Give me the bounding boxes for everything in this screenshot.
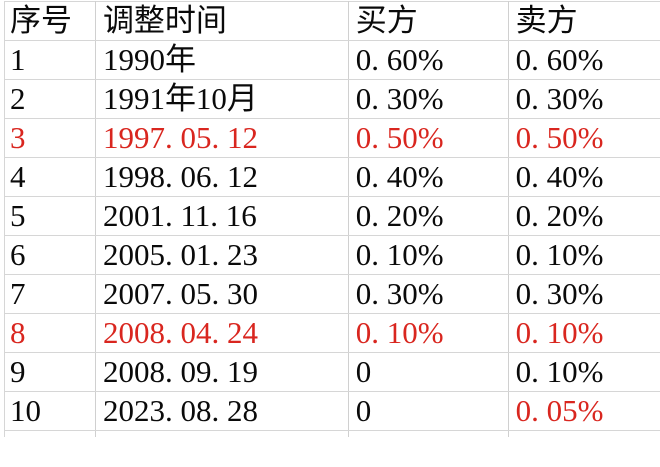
- header-row: 序号 调整时间 买方 卖方: [4, 1, 660, 41]
- cell-index: 9: [4, 352, 96, 392]
- table-header: 序号 调整时间 买方 卖方: [4, 1, 660, 41]
- cell-buyer: 0. 10%: [347, 313, 509, 353]
- table-row: 10 2023. 08. 28 0 0. 05%: [4, 391, 660, 431]
- rate-adjustment-table: 序号 调整时间 买方 卖方 1 1990年 0. 60% 0. 60% 2 1991年10…: [4, 1, 660, 437]
- cell-buyer: 0. 20%: [347, 196, 509, 236]
- cell-seller: 0. 20%: [507, 196, 660, 236]
- stub-cell: [94, 430, 349, 437]
- stub-cell: [347, 430, 509, 437]
- cell-index: 6: [4, 235, 96, 275]
- table-row: 4 1998. 06. 12 0. 40% 0. 40%: [4, 157, 660, 197]
- cell-adjust-time: 2005. 01. 23: [94, 235, 349, 275]
- cell-seller: 0. 30%: [507, 274, 660, 314]
- header-cell-seller: 卖方: [507, 1, 660, 41]
- header-cell-adjust-time: 调整时间: [94, 1, 349, 41]
- cell-adjust-time: 1990年: [94, 40, 349, 80]
- table-body: 1 1990年 0. 60% 0. 60% 2 1991年10月 0. 30% 0. 30% 3…: [4, 40, 660, 431]
- table-row: 9 2008. 09. 19 0 0. 10%: [4, 352, 660, 392]
- table-row: 2 1991年10月 0. 30% 0. 30%: [4, 79, 660, 119]
- cell-buyer: 0. 40%: [347, 157, 509, 197]
- stub-row: [4, 430, 660, 437]
- cell-adjust-time: 2007. 05. 30: [94, 274, 349, 314]
- cell-adjust-time: 1998. 06. 12: [94, 157, 349, 197]
- cell-buyer: 0. 30%: [347, 79, 509, 119]
- cell-index: 2: [4, 79, 96, 119]
- cell-seller: 0. 05%: [507, 391, 660, 431]
- cell-index: 5: [4, 196, 96, 236]
- table-bottom-stub: [4, 430, 660, 437]
- table-row: 5 2001. 11. 16 0. 20% 0. 20%: [4, 196, 660, 236]
- stub-cell: [4, 430, 96, 437]
- cell-adjust-time: 1991年10月: [94, 79, 349, 119]
- table-row: 1 1990年 0. 60% 0. 60%: [4, 40, 660, 80]
- cell-seller: 0. 10%: [507, 235, 660, 275]
- cell-buyer: 0: [347, 352, 509, 392]
- cell-index: 3: [4, 118, 96, 158]
- cell-adjust-time: 1997. 05. 12: [94, 118, 349, 158]
- cell-adjust-time: 2001. 11. 16: [94, 196, 349, 236]
- cell-seller: 0. 60%: [507, 40, 660, 80]
- cell-adjust-time: 2008. 04. 24: [94, 313, 349, 353]
- table-row: 6 2005. 01. 23 0. 10% 0. 10%: [4, 235, 660, 275]
- table-row: 8 2008. 04. 24 0. 10% 0. 10%: [4, 313, 660, 353]
- cell-buyer: 0. 10%: [347, 235, 509, 275]
- cell-buyer: 0: [347, 391, 509, 431]
- cell-seller: 0. 50%: [507, 118, 660, 158]
- header-cell-index: 序号: [4, 1, 96, 41]
- cell-index: 4: [4, 157, 96, 197]
- cell-buyer: 0. 30%: [347, 274, 509, 314]
- stub-cell: [507, 430, 660, 437]
- cell-adjust-time: 2008. 09. 19: [94, 352, 349, 392]
- cell-seller: 0. 10%: [507, 352, 660, 392]
- cell-seller: 0. 40%: [507, 157, 660, 197]
- cell-index: 7: [4, 274, 96, 314]
- cell-index: 8: [4, 313, 96, 353]
- cell-seller: 0. 30%: [507, 79, 660, 119]
- cell-buyer: 0. 60%: [347, 40, 509, 80]
- cell-adjust-time: 2023. 08. 28: [94, 391, 349, 431]
- cell-index: 1: [4, 40, 96, 80]
- table-row: 7 2007. 05. 30 0. 30% 0. 30%: [4, 274, 660, 314]
- table-row: 3 1997. 05. 12 0. 50% 0. 50%: [4, 118, 660, 158]
- cell-buyer: 0. 50%: [347, 118, 509, 158]
- header-cell-buyer: 买方: [347, 1, 509, 41]
- cell-seller: 0. 10%: [507, 313, 660, 353]
- cell-index: 10: [4, 391, 96, 431]
